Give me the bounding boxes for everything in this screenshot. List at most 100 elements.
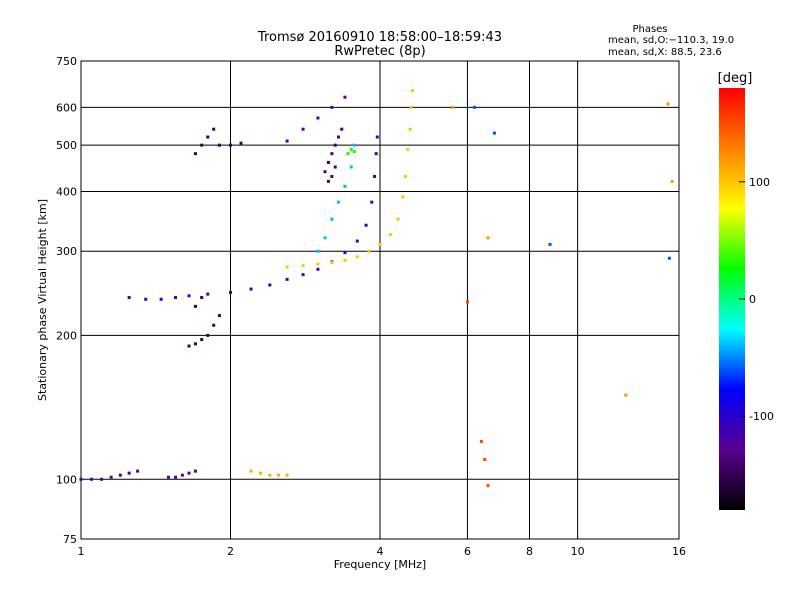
echo-point	[217, 143, 221, 147]
echo-point	[396, 217, 400, 221]
echo-point	[323, 236, 327, 240]
echo-point	[346, 152, 350, 156]
echo-point	[326, 179, 330, 183]
echo-point	[285, 277, 289, 281]
x-tick-label: 6	[464, 545, 471, 558]
echo-point	[492, 131, 496, 135]
echo-point	[285, 473, 289, 477]
echo-point	[316, 262, 320, 266]
echo-point	[100, 477, 104, 481]
echo-point	[323, 170, 327, 174]
y-tick-label: 600	[56, 101, 77, 114]
echo-point	[479, 439, 483, 443]
colorbar-tick-label: 0	[749, 293, 756, 306]
echo-point	[352, 143, 356, 147]
y-axis-label: Stationary phase Virtual Height [km]	[36, 199, 49, 401]
echo-point	[337, 200, 341, 204]
chart-title: Tromsø 20160910 18:58:00–18:59:43	[257, 30, 502, 45]
echo-point	[212, 323, 216, 327]
echo-point	[374, 152, 378, 156]
echo-point	[187, 344, 191, 348]
x-tick-label: 10	[571, 545, 585, 558]
echo-point	[355, 239, 359, 243]
echo-point	[200, 296, 204, 300]
echo-point	[473, 105, 477, 109]
y-tick-label: 750	[56, 55, 77, 68]
echo-point	[268, 473, 272, 477]
x-tick-label: 1	[78, 545, 85, 558]
echo-point	[187, 294, 191, 298]
data-points	[79, 89, 674, 488]
echo-point	[330, 105, 334, 109]
echo-point	[144, 297, 148, 301]
y-tick-label: 75	[63, 533, 77, 546]
echo-point	[206, 292, 210, 296]
x-tick-label: 2	[227, 545, 234, 558]
y-tick-label: 300	[56, 245, 77, 258]
echo-point	[316, 116, 320, 120]
echo-point	[285, 139, 289, 143]
echo-point	[249, 469, 253, 473]
colorbar-tick-label: 100	[749, 176, 770, 189]
echo-point	[174, 475, 178, 479]
y-tick-label: 400	[56, 185, 77, 198]
phase-x-stats: mean, sd,X: 88.5, 23.6	[608, 47, 722, 58]
echo-point	[367, 249, 371, 253]
x-tick-label: 16	[672, 545, 686, 558]
echo-point	[239, 141, 243, 145]
grid	[81, 61, 679, 539]
echo-point	[667, 256, 671, 260]
echo-point	[340, 127, 344, 131]
echo-point	[316, 267, 320, 271]
echo-point	[90, 477, 94, 481]
echo-point	[548, 242, 552, 246]
echo-point	[217, 314, 221, 318]
colorbar-tick-label: -100	[749, 410, 774, 423]
x-axis-label: Frequency [MHz]	[334, 558, 426, 571]
echo-point	[486, 484, 490, 488]
echo-point	[118, 473, 122, 477]
echo-point	[483, 457, 487, 461]
echo-point	[249, 287, 253, 291]
echo-point	[180, 473, 184, 477]
echo-point	[343, 184, 347, 188]
echo-point	[159, 297, 163, 301]
colorbar-label: [deg]	[718, 71, 753, 86]
echo-point	[451, 105, 455, 109]
echo-point	[410, 89, 414, 93]
echo-point	[373, 174, 377, 178]
echo-point	[200, 338, 204, 342]
echo-point	[206, 135, 210, 139]
y-tick-label: 500	[56, 139, 77, 152]
echo-point	[343, 251, 347, 255]
y-tick-label: 200	[56, 329, 77, 342]
x-tick-label: 8	[526, 545, 533, 558]
echo-point	[403, 174, 407, 178]
colorbar-ticks: 100 0 -100	[739, 176, 774, 423]
echo-point	[301, 273, 305, 277]
echo-point	[229, 143, 232, 147]
echo-point	[333, 165, 337, 169]
phase-o-stats: mean, sd,O:−110.3, 19.0	[608, 35, 734, 46]
echo-point	[301, 127, 305, 131]
echo-point	[187, 471, 191, 475]
echo-point	[277, 473, 281, 477]
echo-point	[206, 333, 210, 337]
echo-point	[268, 283, 272, 287]
echo-point	[193, 469, 197, 473]
echo-point	[378, 242, 382, 246]
echo-point	[370, 200, 374, 204]
echo-point	[212, 127, 216, 131]
echo-point	[401, 195, 405, 199]
echo-point	[352, 149, 356, 153]
echo-point	[200, 143, 204, 147]
echo-point	[174, 296, 178, 300]
echo-point	[79, 477, 83, 481]
echo-point	[333, 143, 337, 147]
y-axis-ticks: 75 100 200 300 400 500 600 750	[56, 55, 77, 546]
chart-subtitle: RwPretec (8p)	[334, 44, 425, 59]
echo-point	[166, 475, 170, 479]
echo-point	[301, 264, 305, 268]
echo-point	[375, 135, 379, 139]
